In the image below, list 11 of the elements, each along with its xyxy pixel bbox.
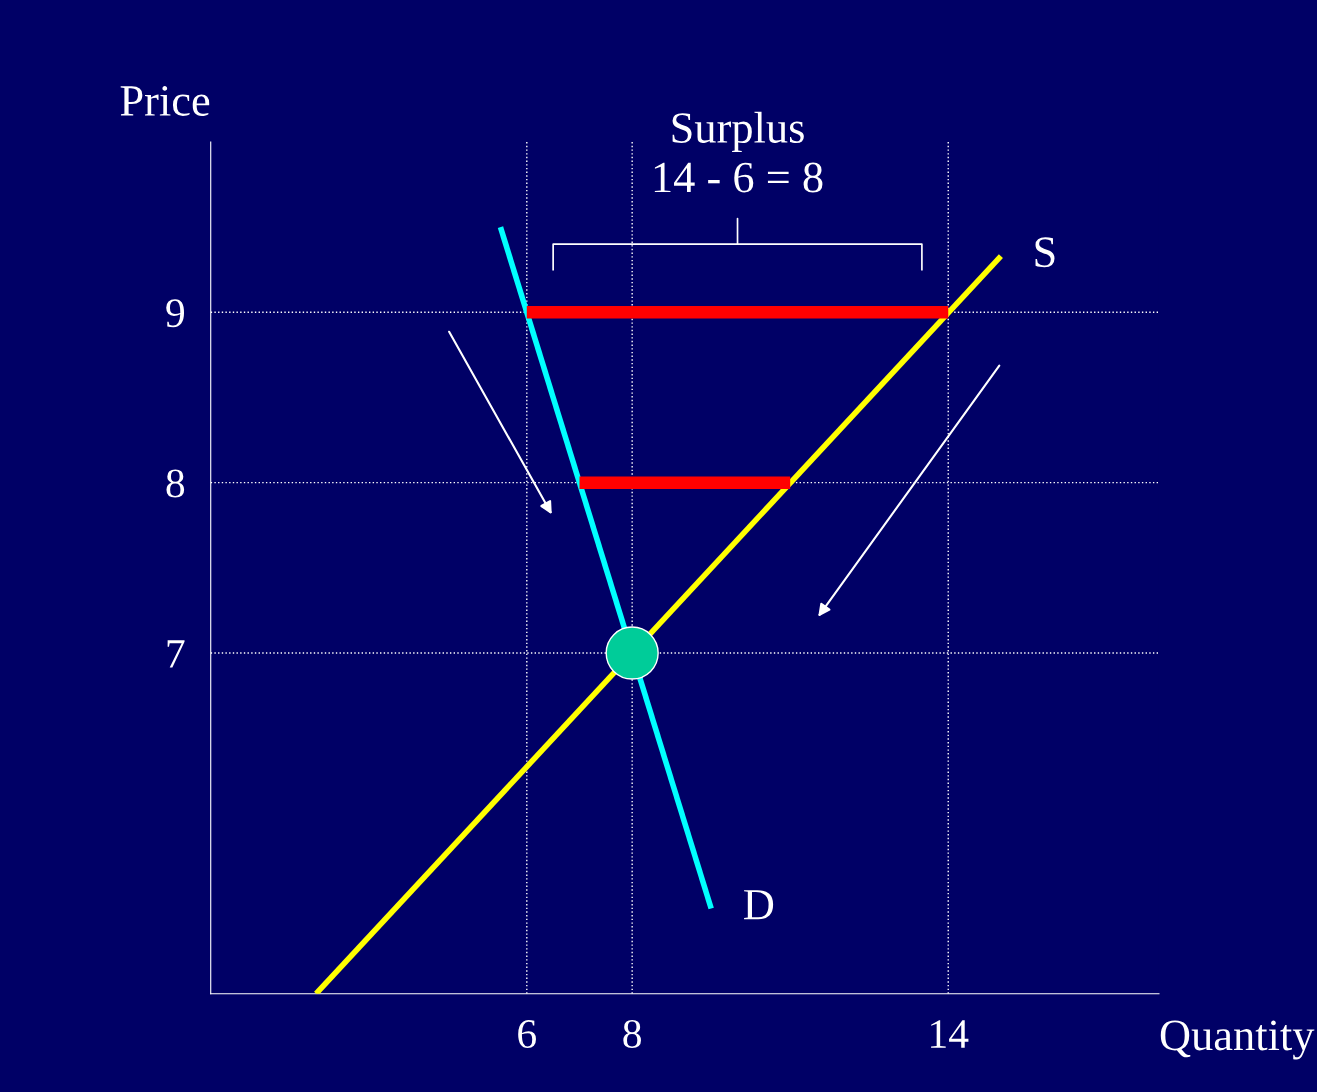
annotation: Surplus 14 - 6 = 8 (654, 111, 823, 193)
y-tick-label: 9 (166, 299, 185, 328)
series-label: D (744, 890, 774, 920)
x-tick-label: 14 (931, 1020, 969, 1048)
series-label: S (1035, 237, 1055, 268)
y-tick-label: 7 (167, 640, 185, 668)
y-tick-label: 8 (166, 469, 185, 498)
x-tick-label: 6 (518, 1020, 536, 1049)
x-tick-label: 8 (623, 1019, 641, 1049)
x-axis-title: Quantity (1160, 1020, 1315, 1060)
y-axis-title: Price (120, 86, 210, 116)
